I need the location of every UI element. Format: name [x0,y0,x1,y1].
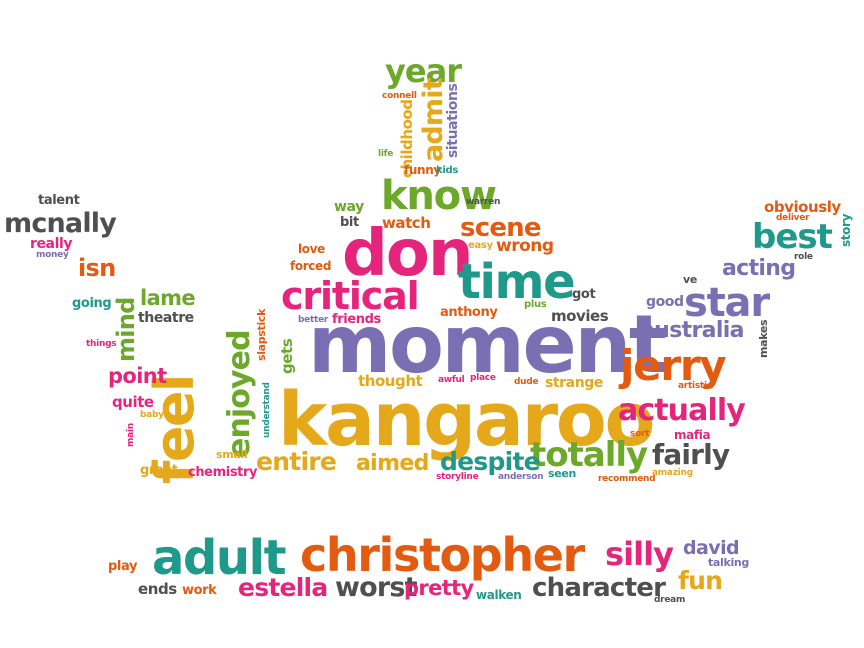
word-forced: forced [290,259,332,273]
word-adult: adult [152,530,287,586]
word-slapstick: slapstick [255,308,268,361]
word-going: going [72,296,112,311]
word-recommend: recommend [598,474,656,484]
word-watch: watch [382,214,431,232]
word-seen: seen [548,467,576,480]
word-admit: admit [418,78,449,162]
word-actually: actually [618,393,746,428]
word-great: great [140,463,178,478]
word-theatre: theatre [138,310,194,326]
word-ve: ve [683,273,697,286]
word-acting: acting [722,256,796,281]
word-anthony: anthony [440,305,498,320]
word-work: work [182,583,217,598]
word-fun: fun [678,566,723,595]
word-amazing: amazing [652,468,693,478]
word-small: small [216,448,248,461]
word-funny: funny [404,163,441,177]
word-life: life [378,149,394,159]
word-story: story [839,213,853,247]
word-fairly: fairly [652,438,730,471]
word-australia: australia [640,318,744,343]
word-better: better [298,315,329,325]
word-things: things [86,339,117,349]
word-easy: easy [468,240,493,251]
word-point: point [108,364,167,388]
word-worst: worst [335,572,418,603]
word-isn: isn [78,254,116,282]
word-chemistry: chemistry [188,465,258,480]
word-gets: gets [278,338,296,374]
word-despite: despite [440,447,541,476]
word-pretty: pretty [404,576,474,600]
word-mcnally: mcnally [4,208,117,239]
word-totally: totally [530,435,648,475]
word-dream: dream [654,595,686,605]
word-silly: silly [605,535,674,573]
word-connell: connell [382,91,417,101]
word-storyline: storyline [436,472,479,482]
word-role: role [794,252,813,262]
word-moment: moment [308,298,667,391]
word-aimed: aimed [356,451,429,476]
word-strange: strange [545,375,603,391]
word-awful: awful [438,375,465,385]
word-friends: friends [332,312,381,327]
word-dude: dude [514,377,539,387]
word-thought: thought [358,372,423,390]
word-critical: critical [281,274,420,318]
word-entire: entire [256,447,337,476]
word-talking: talking [708,556,749,569]
word-star: star [684,280,770,326]
word-walken: walken [476,588,522,602]
word-understand: understand [262,382,272,438]
word-christopher: christopher [300,528,585,582]
word-money: money [36,250,69,260]
word-artistic: artistic [678,381,712,391]
word-quite: quite [112,393,154,411]
word-best: best [752,217,833,257]
word-don: don [342,217,474,291]
word-jerry: jerry [620,341,727,390]
word-kids: kids [436,165,458,176]
word-movies: movies [551,307,609,325]
word-mind: mind [112,297,140,362]
word-way: way [334,199,364,215]
word-baby: baby [140,410,164,420]
word-warren: warren [466,197,501,207]
word-kangaroo: kangaroo [278,377,655,463]
word-year: year [385,52,462,90]
word-play: play [108,559,138,574]
word-place: place [470,373,496,383]
word-got: got [572,287,596,302]
word-makes: makes [757,319,770,358]
word-enjoyed: enjoyed [222,330,257,458]
word-obviously: obviously [764,198,841,216]
word-deliver: deliver [776,213,810,223]
word-ends: ends [138,580,177,598]
word-plus: plus [524,299,547,310]
word-estella: estella [238,573,328,602]
word-mafia: mafia [674,428,711,442]
word-bit: bit [340,215,359,230]
word-love: love [298,242,325,256]
word-sort: sort [630,429,650,439]
word-know: know [381,173,497,219]
word-really: really [30,236,73,252]
word-david: david [683,537,740,559]
word-time: time [458,254,576,310]
word-talent: talent [38,193,80,208]
word-main: main [126,423,136,447]
word-good: good [646,294,684,310]
word-anderson: anderson [498,472,544,482]
word-wrong: wrong [496,236,554,256]
word-situations: situations [445,83,461,158]
word-lame: lame [140,286,196,310]
word-scene: scene [460,213,542,243]
word-character: character [532,573,666,603]
